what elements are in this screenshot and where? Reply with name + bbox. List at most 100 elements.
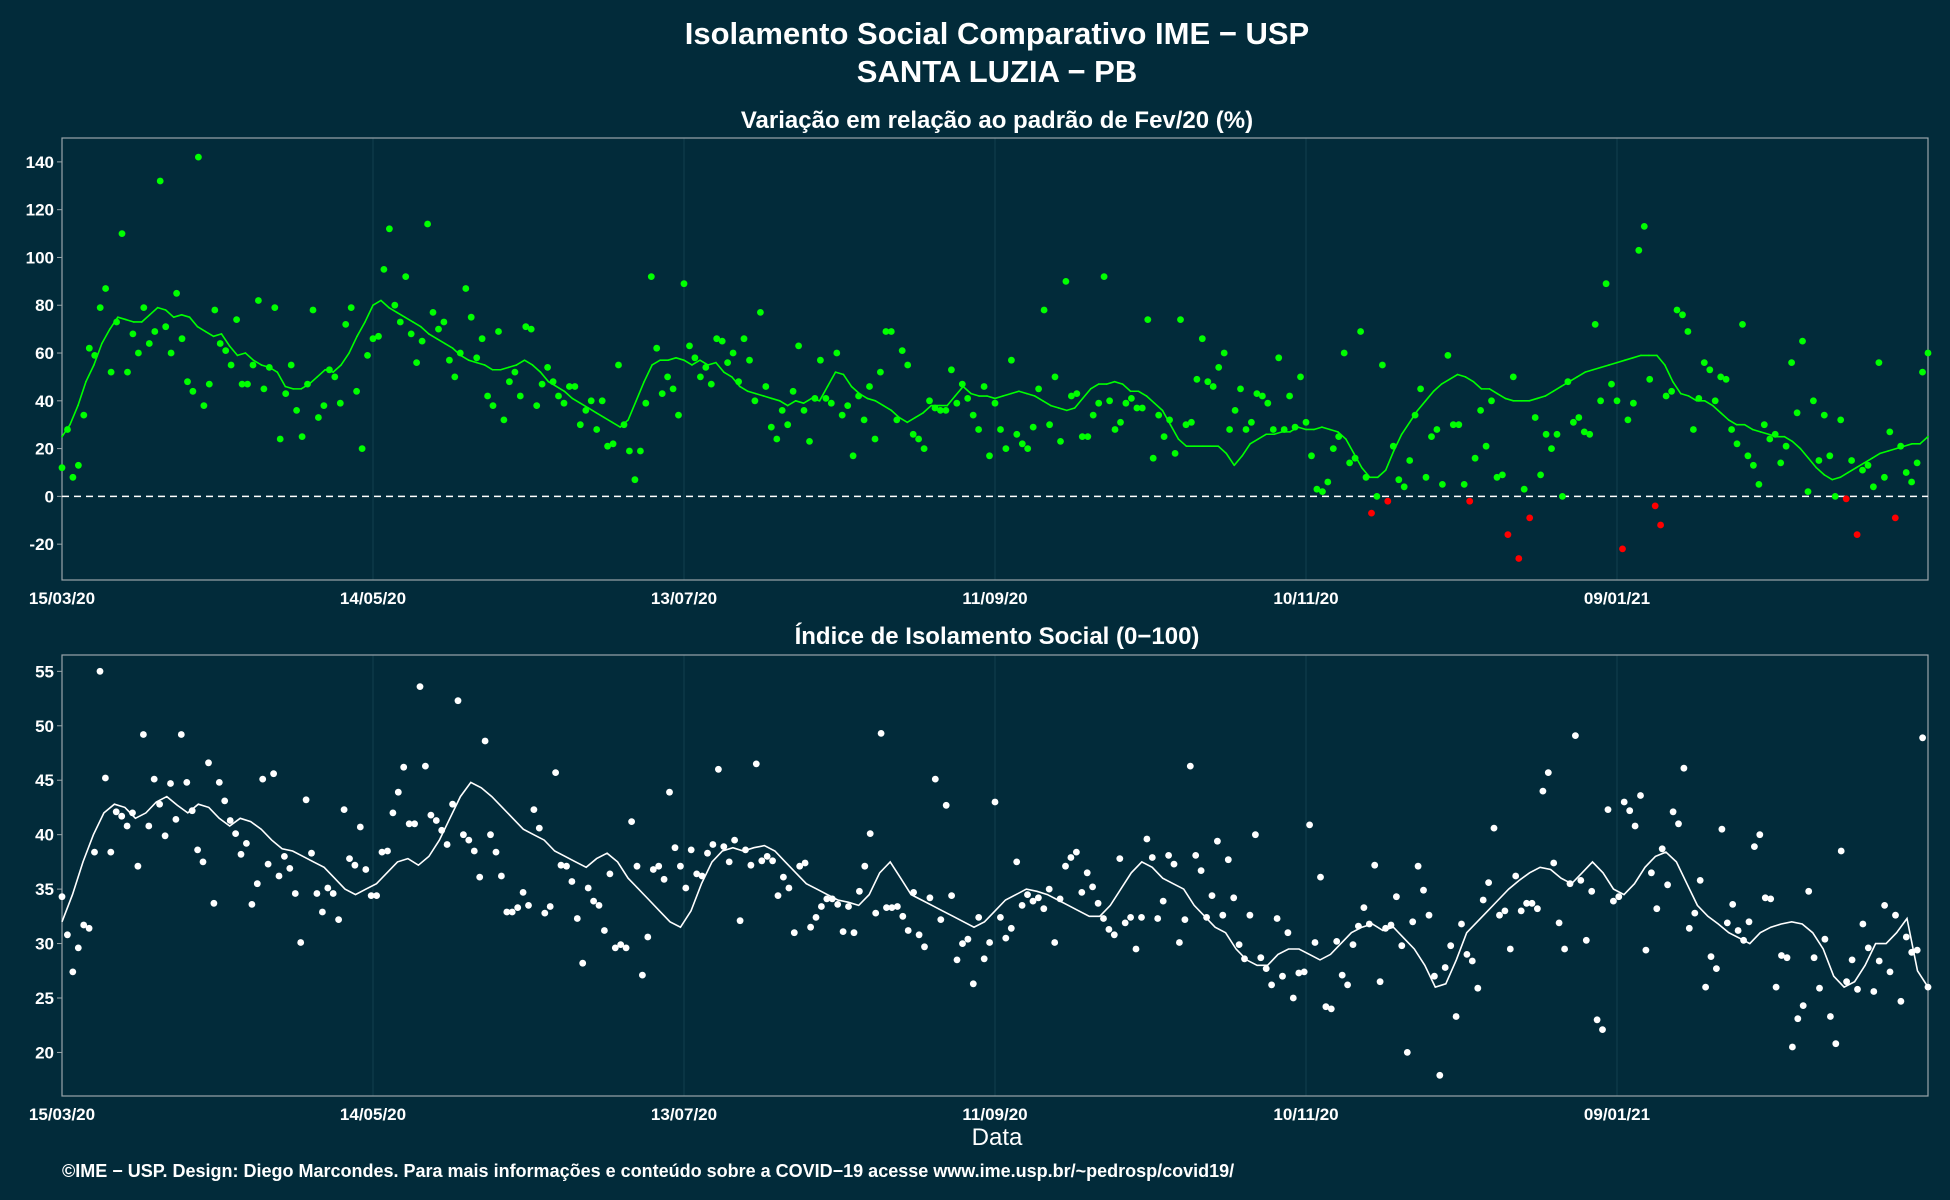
p2-x-tick-label: 15/03/20 bbox=[29, 1105, 95, 1124]
p1-moving-average-segment bbox=[914, 411, 925, 419]
p1-data-point bbox=[244, 380, 251, 388]
p1-data-point bbox=[1515, 555, 1523, 562]
p2-data-point bbox=[1365, 920, 1373, 928]
p1-moving-average-segment bbox=[651, 359, 661, 366]
p2-data-point bbox=[1165, 852, 1172, 859]
p1-data-point bbox=[1553, 430, 1561, 438]
p1-moving-average-segment bbox=[603, 416, 614, 424]
p1-moving-average-segment bbox=[1632, 354, 1642, 359]
p1-moving-average-segment bbox=[1225, 452, 1236, 467]
p1-moving-average-segment bbox=[627, 400, 637, 421]
p2-data-point bbox=[1653, 905, 1661, 913]
p2-data-point bbox=[633, 862, 641, 870]
p1-data-point bbox=[566, 383, 573, 390]
p2-data-point bbox=[389, 809, 397, 817]
p2-data-point bbox=[774, 892, 782, 899]
p1-data-point bbox=[287, 361, 295, 369]
p2-data-point bbox=[1241, 955, 1248, 963]
p2-data-point bbox=[715, 765, 722, 773]
p2-data-point bbox=[335, 916, 342, 923]
p1-data-point bbox=[544, 364, 551, 371]
p2-data-point bbox=[384, 847, 391, 855]
p2-data-point bbox=[1333, 938, 1341, 945]
p1-data-point bbox=[124, 368, 131, 376]
p1-moving-average-segment bbox=[1400, 421, 1411, 436]
p1-moving-average-segment bbox=[340, 352, 350, 366]
p1-moving-average-segment bbox=[1241, 443, 1251, 457]
p2-data-point bbox=[1718, 825, 1726, 833]
p1-data-point bbox=[276, 435, 284, 443]
p2-data-point bbox=[167, 780, 174, 787]
p1-moving-average-segment bbox=[754, 392, 765, 397]
p2-data-point bbox=[698, 872, 706, 880]
p2-data-point bbox=[601, 927, 608, 934]
p2-data-point bbox=[1289, 994, 1297, 1002]
p1-data-point bbox=[1177, 316, 1184, 323]
p1-moving-average-segment bbox=[1313, 426, 1323, 431]
p2-data-point bbox=[780, 873, 787, 881]
p2-data-point bbox=[1723, 919, 1731, 927]
p1-data-point bbox=[1831, 493, 1839, 500]
p1-data-point bbox=[653, 344, 661, 352]
p1-moving-average-segment bbox=[507, 364, 518, 369]
p1-data-point bbox=[386, 225, 393, 233]
p1-data-point bbox=[1280, 426, 1288, 433]
p1-data-point bbox=[609, 440, 617, 448]
p2-data-point bbox=[123, 822, 131, 830]
p1-data-point bbox=[85, 344, 93, 352]
p1-data-point bbox=[1509, 373, 1517, 381]
p1-data-point bbox=[1482, 442, 1490, 450]
p1-data-point bbox=[1597, 397, 1604, 405]
p1-data-point bbox=[527, 325, 535, 333]
p2-data-point bbox=[378, 848, 386, 856]
p1-moving-average-segment bbox=[1345, 438, 1355, 455]
p1-data-point bbox=[1444, 352, 1452, 359]
p1-moving-average-segment bbox=[1376, 469, 1387, 479]
p2-data-point bbox=[861, 862, 869, 870]
p1-moving-average-segment bbox=[1233, 454, 1244, 467]
p1-moving-average-segment bbox=[348, 335, 358, 354]
p1-data-point bbox=[1357, 328, 1364, 335]
p2-data-point bbox=[1300, 968, 1308, 976]
p2-data-point bbox=[546, 903, 554, 910]
p1-data-point bbox=[1750, 461, 1757, 469]
p1-frame bbox=[61, 137, 1929, 581]
p2-data-point bbox=[465, 836, 473, 844]
p1-data-point bbox=[915, 435, 922, 443]
p2-data-point bbox=[470, 847, 478, 855]
p2-data-point bbox=[931, 775, 939, 783]
p2-data-point bbox=[367, 892, 375, 899]
p1-data-point bbox=[877, 368, 884, 376]
p1-data-point bbox=[1466, 497, 1474, 505]
p2-data-point bbox=[297, 939, 305, 946]
p1-data-point bbox=[991, 399, 999, 407]
p2-data-point bbox=[579, 959, 587, 967]
p1-moving-average-segment bbox=[1847, 466, 1858, 474]
p1-data-point bbox=[1471, 454, 1479, 462]
p1-moving-average-segment bbox=[1472, 380, 1483, 390]
p2-data-point bbox=[405, 820, 413, 828]
p2-data-point bbox=[64, 931, 71, 939]
p1-data-point bbox=[391, 301, 399, 309]
p2-data-point bbox=[281, 853, 288, 860]
p2-data-point bbox=[58, 893, 66, 901]
p2-data-point bbox=[1420, 886, 1427, 894]
p1-data-point bbox=[1591, 321, 1599, 328]
p1-data-point bbox=[898, 347, 906, 354]
p2-data-point bbox=[1648, 869, 1655, 877]
p1-data-point bbox=[1919, 368, 1926, 376]
p1-y-tick-label: 100 bbox=[26, 248, 54, 267]
p2-data-point bbox=[1610, 897, 1617, 905]
p1-data-point bbox=[173, 289, 181, 297]
p1-data-point bbox=[1144, 316, 1152, 323]
p1-moving-average-segment bbox=[284, 385, 295, 390]
p2-data-point bbox=[194, 846, 202, 854]
panel2-plot: 15/03/20 14/05/20 13/07/20 11/09/20 10/11/20… bbox=[29, 654, 1932, 1124]
p1-data-point bbox=[58, 464, 66, 472]
p1-data-point bbox=[407, 330, 415, 338]
p2-data-point bbox=[1279, 972, 1286, 980]
p2-data-point bbox=[557, 861, 565, 869]
p1-data-point bbox=[1537, 471, 1544, 479]
p1-data-point bbox=[658, 390, 666, 397]
